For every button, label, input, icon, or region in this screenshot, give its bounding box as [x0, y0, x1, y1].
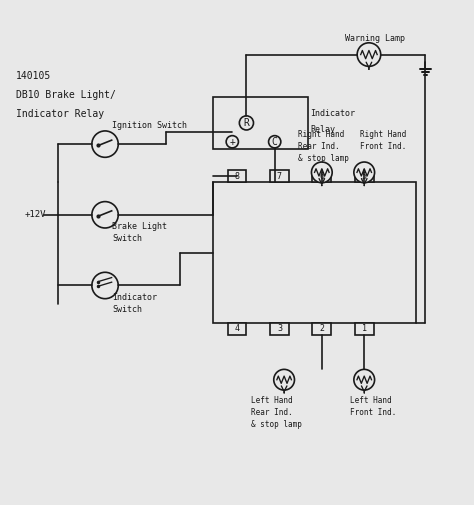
Text: Right Hand: Right Hand: [298, 130, 345, 139]
Text: Front Ind.: Front Ind.: [359, 142, 406, 151]
Circle shape: [92, 131, 118, 158]
Text: Indicator: Indicator: [112, 293, 157, 302]
Text: 3: 3: [277, 324, 282, 333]
Circle shape: [92, 272, 118, 298]
Text: Indicator Relay: Indicator Relay: [16, 109, 104, 119]
Text: R: R: [244, 118, 249, 128]
Bar: [228, 170, 246, 182]
Text: & stop lamp: & stop lamp: [251, 420, 302, 429]
Circle shape: [354, 162, 374, 183]
Text: Ignition Switch: Ignition Switch: [112, 121, 187, 130]
Bar: [355, 170, 374, 182]
Text: Rear Ind.: Rear Ind.: [298, 142, 340, 151]
Text: Warning Lamp: Warning Lamp: [346, 34, 405, 42]
Text: 1: 1: [362, 324, 367, 333]
Bar: [270, 170, 289, 182]
Bar: [355, 323, 374, 335]
Text: DB10 Brake Light/: DB10 Brake Light/: [16, 90, 115, 100]
Text: Brake Light: Brake Light: [112, 222, 167, 231]
Text: +12V: +12V: [25, 210, 46, 219]
Text: Right Hand: Right Hand: [359, 130, 406, 139]
Bar: [270, 323, 289, 335]
Circle shape: [274, 369, 294, 390]
Text: Indicator: Indicator: [310, 109, 355, 118]
Text: Relay: Relay: [310, 125, 335, 134]
Text: 8: 8: [235, 172, 239, 181]
Text: C: C: [272, 137, 278, 147]
Text: Switch: Switch: [112, 234, 142, 243]
Text: +: +: [229, 137, 235, 147]
Text: Left Hand: Left Hand: [251, 396, 293, 406]
Text: 6: 6: [319, 172, 324, 181]
Circle shape: [311, 162, 332, 183]
Text: 140105: 140105: [16, 71, 51, 81]
Bar: [312, 323, 331, 335]
Text: 5: 5: [362, 172, 367, 181]
Bar: [228, 323, 246, 335]
Bar: [213, 182, 416, 323]
Text: Left Hand: Left Hand: [350, 396, 392, 406]
Text: Switch: Switch: [112, 305, 142, 314]
Bar: [312, 170, 331, 182]
Circle shape: [357, 43, 381, 66]
Bar: [213, 97, 308, 149]
Text: Rear Ind.: Rear Ind.: [251, 408, 293, 417]
Circle shape: [92, 201, 118, 228]
Text: & stop lamp: & stop lamp: [298, 154, 349, 163]
Circle shape: [354, 369, 374, 390]
Text: 2: 2: [319, 324, 324, 333]
Text: 4: 4: [235, 324, 239, 333]
Text: 7: 7: [277, 172, 282, 181]
Text: Front Ind.: Front Ind.: [350, 408, 396, 417]
